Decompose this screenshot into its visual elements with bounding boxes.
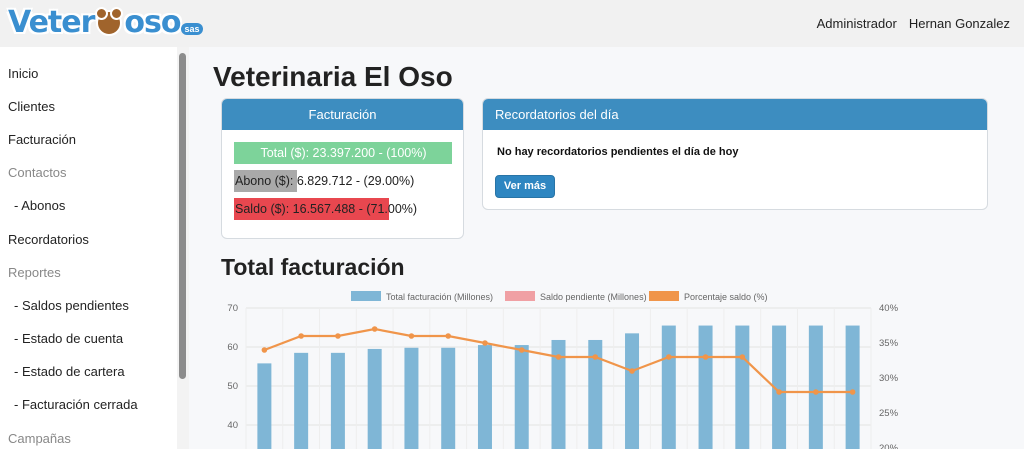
chart-bar <box>514 345 529 449</box>
sidebar-header-campanas: Campañas <box>8 431 71 446</box>
total-bar: Total ($): 23.397.200 - (100%) <box>234 142 452 164</box>
y-right-tick-label: 35% <box>879 338 899 349</box>
recordatorios-card: Recordatorios del día No hay recordatori… <box>482 98 988 210</box>
chart-bar <box>698 325 713 449</box>
abono-bar-label: Abono ($): 6.829.712 - (29.00%) <box>235 174 415 188</box>
legend-swatch <box>351 291 381 301</box>
recordatorios-card-header: Recordatorios del día <box>483 99 987 130</box>
saldo-bar: Saldo ($): 16.567.488 - (71.00%) <box>234 198 417 220</box>
y-right-tick-label: 40% <box>879 303 899 314</box>
app-logo[interactable]: Veter oso sas <box>8 6 203 40</box>
percentage-point <box>555 354 562 360</box>
legend-label: Total facturación (Millones) <box>386 292 493 302</box>
chart-bar <box>625 333 640 449</box>
percentage-point <box>408 333 415 339</box>
abono-bar: Abono ($): 6.829.712 - (29.00%) <box>234 170 414 192</box>
page-title: Veterinaria El Oso <box>213 61 453 92</box>
percentage-point <box>335 333 341 339</box>
chart-bar <box>661 325 676 449</box>
percentage-point <box>518 347 525 353</box>
user-menu: Administrador Hernan Gonzalez <box>817 16 1010 31</box>
scrollbar-thumb[interactable] <box>179 53 186 379</box>
sidebar-item-clientes[interactable]: Clientes <box>8 99 55 114</box>
percentage-point <box>665 354 672 360</box>
y-left-tick-label: 50 <box>227 381 238 392</box>
percentage-point <box>592 354 599 360</box>
logo-text-left: Veter <box>8 5 95 40</box>
chart-bar <box>404 347 419 449</box>
recordatorios-message: No hay recordatorios pendientes el día d… <box>497 146 739 158</box>
abono-bar-fill <box>234 170 297 192</box>
chart-bar <box>588 339 603 449</box>
chart-bar <box>441 347 456 449</box>
chart-bar <box>330 352 345 449</box>
logo-text-right: oso <box>124 5 181 40</box>
total-bar-label: Total ($): 23.397.200 - (100%) <box>260 146 427 160</box>
sidebar-item-abonos[interactable]: - Abonos <box>14 198 66 213</box>
percentage-point <box>371 326 378 332</box>
sidebar-item-saldos-pendientes[interactable]: - Saldos pendientes <box>14 298 129 313</box>
ver-mas-button[interactable]: Ver más <box>495 175 555 198</box>
sidebar: Inicio Clientes Facturación Contactos - … <box>0 47 177 449</box>
y-left-tick-label: 70 <box>227 303 238 314</box>
y-right-tick-label: 30% <box>879 373 899 384</box>
facturacion-card: Facturación Total ($): 23.397.200 - (100… <box>221 98 464 239</box>
saldo-bar-fill <box>234 198 389 220</box>
percentage-point <box>629 368 635 374</box>
percentage-point <box>813 389 819 395</box>
chart-bar <box>477 345 492 449</box>
chart-bar <box>257 363 272 449</box>
sidebar-item-facturacion[interactable]: Facturación <box>8 132 76 147</box>
percentage-point <box>739 354 746 360</box>
chart-bar <box>294 352 309 449</box>
legend-swatch <box>505 291 535 301</box>
sidebar-item-inicio[interactable]: Inicio <box>8 66 39 81</box>
sidebar-item-estado-cartera[interactable]: - Estado de cartera <box>14 364 125 379</box>
logo-suffix: sas <box>181 23 203 35</box>
sidebar-header-contactos: Contactos <box>8 165 67 180</box>
percentage-point <box>776 389 782 395</box>
chart-bar <box>772 325 787 449</box>
facturacion-card-header: Facturación <box>222 99 463 130</box>
percentage-point <box>298 333 304 339</box>
top-bar: Veter oso sas Administrador Hernan Gonza… <box>0 0 1024 47</box>
user-name-link[interactable]: Hernan Gonzalez <box>908 16 1010 31</box>
main-content: Veterinaria El Oso Facturación Total ($)… <box>189 47 1024 449</box>
legend-label: Porcentaje saldo (%) <box>684 292 768 302</box>
chart-bar <box>551 339 566 449</box>
y-left-tick-label: 40 <box>227 420 238 431</box>
sidebar-item-recordatorios[interactable]: Recordatorios <box>8 232 89 247</box>
sidebar-item-facturacion-cerrada[interactable]: - Facturación cerrada <box>14 397 138 412</box>
total-bar-fill <box>234 142 452 164</box>
legend-label: Saldo pendiente (Millones) <box>540 292 647 302</box>
y-left-tick-label: 60 <box>227 342 238 353</box>
percentage-point <box>445 333 452 339</box>
saldo-bar-label: Saldo ($): 16.567.488 - (71.00%) <box>235 202 418 216</box>
bear-icon <box>95 7 124 36</box>
sidebar-item-estado-cuenta[interactable]: - Estado de cuenta <box>14 331 124 346</box>
percentage-point <box>482 340 488 346</box>
chart-bar <box>845 325 860 449</box>
section-title: Total facturación <box>221 254 405 280</box>
chart-bar <box>735 325 750 449</box>
chart-bar <box>367 348 382 449</box>
chart-bar <box>808 325 823 449</box>
percentage-point <box>849 389 856 395</box>
y-right-tick-label: 20% <box>879 443 899 449</box>
legend-swatch <box>649 291 679 301</box>
percentage-point <box>702 354 709 360</box>
y-right-tick-label: 25% <box>879 408 899 419</box>
sidebar-scrollbar[interactable] <box>177 47 189 449</box>
user-role-link[interactable]: Administrador <box>816 16 897 31</box>
percentage-point <box>261 347 268 353</box>
sidebar-header-reportes: Reportes <box>8 265 61 280</box>
facturacion-chart: Total facturación (Millones) Saldo pendie… <box>227 291 899 449</box>
